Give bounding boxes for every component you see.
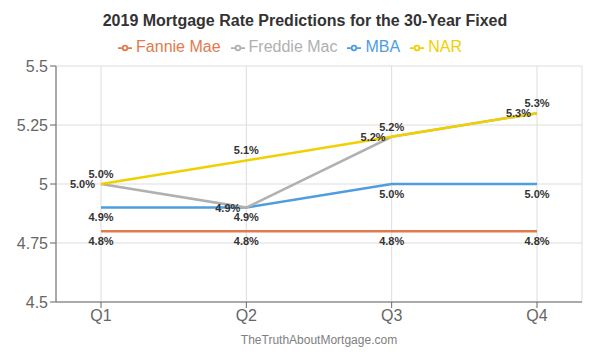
html-text:MBA: MBA — [365, 38, 401, 55]
svg-text:5.0%: 5.0% — [524, 188, 549, 200]
svg-text:5.0%: 5.0% — [69, 177, 95, 190]
svg-text:4.8%: 4.8% — [88, 235, 113, 247]
svg-text:4.9%: 4.9% — [88, 211, 113, 223]
html-text:Freddie Mac: Freddie Mac — [248, 38, 338, 55]
svg-text:5.0%: 5.0% — [379, 188, 404, 200]
svg-text:5.3%: 5.3% — [524, 97, 549, 109]
svg-text:Q1: Q1 — [90, 307, 111, 324]
svg-text:5.2%: 5.2% — [360, 130, 386, 143]
html-text:2019 Mortgage Rate Predictions: 2019 Mortgage Rate Predictions for the 3… — [102, 12, 508, 29]
svg-text:4.9%: 4.9% — [215, 202, 240, 214]
svg-text:5.3%: 5.3% — [505, 107, 531, 120]
svg-text:5.5: 5.5 — [26, 58, 48, 75]
svg-text:4.8%: 4.8% — [379, 235, 404, 247]
svg-text:5.25: 5.25 — [17, 117, 48, 134]
svg-text:5.2%: 5.2% — [379, 121, 404, 133]
svg-text:5.0%: 5.0% — [88, 168, 113, 180]
svg-text:TheTruthAboutMortgage.com: TheTruthAboutMortgage.com — [241, 333, 397, 347]
svg-text:4.8%: 4.8% — [234, 235, 259, 247]
svg-text:4.75: 4.75 — [17, 235, 48, 252]
svg-text:4.8%: 4.8% — [524, 235, 549, 247]
svg-text:Q3: Q3 — [381, 307, 402, 324]
svg-text:4.5: 4.5 — [26, 294, 48, 311]
svg-text:5.1%: 5.1% — [234, 144, 259, 156]
html-text:Fannie Mae: Fannie Mae — [136, 38, 221, 55]
svg-text:Q4: Q4 — [526, 307, 547, 324]
html-text:NAR: NAR — [428, 38, 462, 55]
svg-text:Q2: Q2 — [236, 307, 257, 324]
svg-text:4.9%: 4.9% — [233, 211, 259, 224]
svg-text:5: 5 — [39, 176, 48, 193]
